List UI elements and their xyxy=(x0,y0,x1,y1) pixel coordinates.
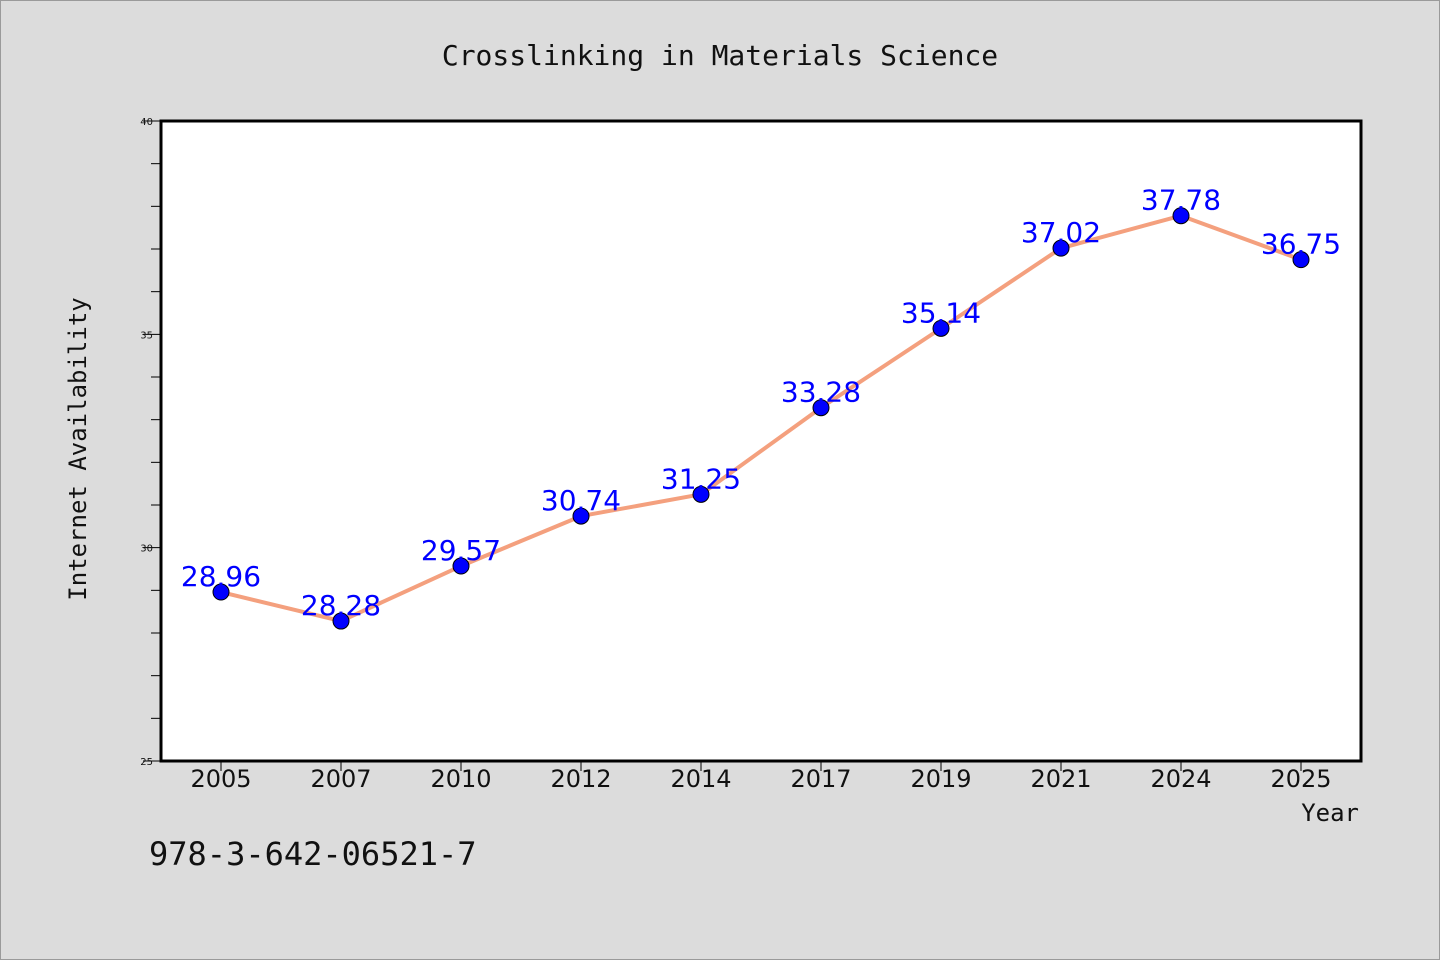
chart-title: Crosslinking in Materials Science xyxy=(442,39,998,72)
data-point xyxy=(332,612,350,630)
data-label: 28.28 xyxy=(301,589,381,622)
data-point xyxy=(212,583,230,601)
data-point xyxy=(1052,239,1070,257)
data-label: 37.78 xyxy=(1141,184,1221,217)
data-point xyxy=(1292,251,1310,269)
x-tick-label: 2019 xyxy=(910,765,971,793)
x-tick-label: 2025 xyxy=(1270,765,1331,793)
y-axis-label: Internet Availability xyxy=(64,297,92,600)
x-tick-label: 2012 xyxy=(550,765,611,793)
data-label: 28.96 xyxy=(181,560,261,593)
data-point xyxy=(692,485,710,503)
x-tick-label: 2021 xyxy=(1030,765,1091,793)
data-point xyxy=(572,507,590,525)
x-tick-label: 2014 xyxy=(670,765,731,793)
x-tick-label: 2005 xyxy=(190,765,251,793)
series-line xyxy=(219,213,1303,624)
data-label: 35.14 xyxy=(901,296,981,329)
x-axis-label: Year xyxy=(1301,799,1359,827)
y-tick-label: 40 xyxy=(140,117,153,128)
data-label: 36.75 xyxy=(1261,228,1341,261)
data-label: 33.28 xyxy=(781,376,861,409)
data-point xyxy=(932,319,950,337)
plot-frame xyxy=(159,119,1363,763)
x-tick-label: 2017 xyxy=(790,765,851,793)
data-label: 31.25 xyxy=(661,462,741,495)
plot-area xyxy=(161,121,1361,761)
footer-identifier: 978-3-642-06521-7 xyxy=(149,835,477,873)
y-tick-label: 35 xyxy=(140,330,153,341)
x-tick-label: 2007 xyxy=(310,765,371,793)
series-layer: 28.96 28.28 29.57 30.74 31.25 33.28 35.14 37.02… xyxy=(181,184,1341,630)
y-tick-label: 30 xyxy=(140,544,153,555)
data-point xyxy=(812,399,830,417)
y-tick-label: 25 xyxy=(140,757,153,768)
axes: 25 30 35 40 2005 2007 2010 2012 2014 2017 2019 2021… xyxy=(140,117,1331,793)
data-label: 30.74 xyxy=(541,484,621,517)
x-tick-label: 2024 xyxy=(1150,765,1211,793)
data-point xyxy=(452,557,470,575)
data-label: 29.57 xyxy=(421,534,501,567)
data-point xyxy=(1172,207,1190,225)
data-label: 37.02 xyxy=(1021,216,1101,249)
x-tick-label: 2010 xyxy=(430,765,491,793)
